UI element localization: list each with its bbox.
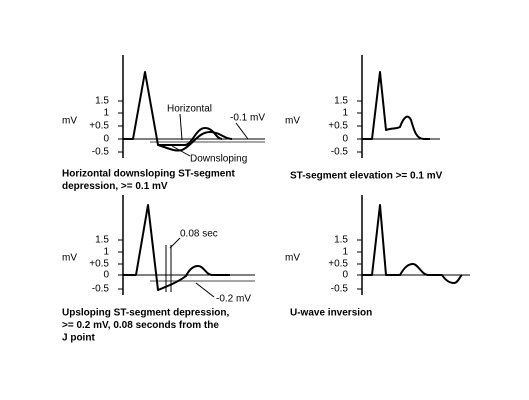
caption: ST-segment elevation >= 0.1 mV	[290, 171, 443, 182]
tick-label: 1.5	[334, 96, 348, 107]
y-axis-label: mV	[62, 116, 77, 127]
annotation: -0.1 mV	[230, 113, 265, 124]
tick-label: -0.5	[92, 147, 110, 158]
tick-label: 0	[103, 134, 109, 145]
waveform-1	[123, 71, 265, 157]
tick-label: 1.5	[95, 235, 109, 246]
tick-label: +0.5	[89, 121, 109, 132]
tick-label: +0.5	[328, 121, 348, 132]
caption: U-wave inversion	[290, 308, 372, 319]
tick-label: 0	[342, 270, 348, 281]
caption: Upsloping ST-segment depression,	[62, 308, 229, 319]
tick-label: 0	[342, 134, 348, 145]
tick-label: 1	[342, 108, 348, 119]
tick-label: +0.5	[328, 259, 348, 270]
tick-label: +0.5	[89, 259, 109, 270]
caption: depression, >= 0.1 mV	[62, 181, 168, 192]
tick-label: -0.5	[331, 147, 349, 158]
tick-label: -0.5	[92, 284, 110, 295]
annotation: 0.08 sec	[180, 229, 218, 240]
tick-label: 1.5	[95, 96, 109, 107]
annotation: Downsloping	[190, 154, 247, 165]
tick-label: 1.5	[334, 235, 348, 246]
waveform-2	[362, 71, 440, 140]
annotation: -0.2 mV	[216, 294, 251, 305]
waveform-4	[362, 204, 470, 284]
tick-label: 1	[342, 247, 348, 258]
annotation: Horizontal	[167, 104, 212, 115]
tick-label: 1	[103, 247, 109, 258]
y-axis-label: mV	[285, 116, 300, 127]
tick-label: 0	[103, 270, 109, 281]
caption: J point	[62, 333, 95, 344]
y-axis-label: mV	[62, 253, 77, 264]
caption: >= 0.2 mV, 0.08 seconds from the	[62, 320, 219, 331]
caption: Horizontal downsloping ST-segment	[62, 169, 235, 180]
waveform-3	[123, 204, 255, 298]
tick-label: -0.5	[331, 284, 349, 295]
tick-label: 1	[103, 108, 109, 119]
y-axis-label: mV	[285, 253, 300, 264]
